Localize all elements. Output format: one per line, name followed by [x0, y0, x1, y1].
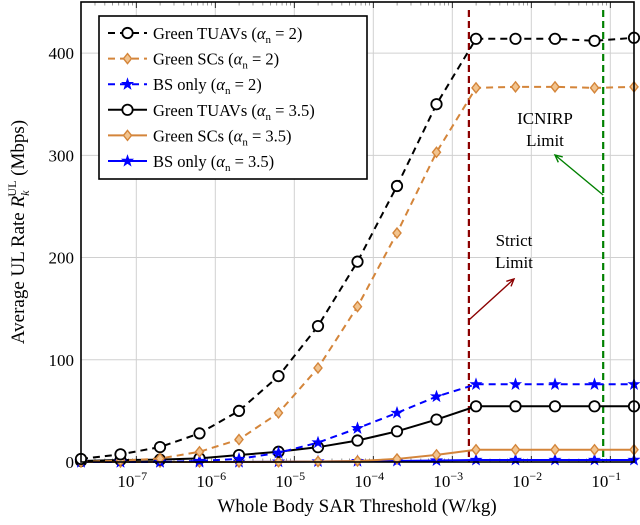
- data-point-diamond: [471, 81, 481, 94]
- icnirp-limit-arrow-head: [553, 153, 563, 163]
- y-tick-label: 300: [49, 146, 75, 165]
- data-point-diamond: [589, 81, 600, 94]
- data-point-star: [271, 445, 286, 459]
- x-tick-label: 10−6: [196, 469, 226, 491]
- data-point-circle: [430, 413, 443, 426]
- data-point-circle: [509, 400, 522, 413]
- legend-entry: Green TUAVs (αn = 2): [108, 24, 302, 46]
- data-point-circle: [351, 434, 364, 447]
- data-point-circle: [153, 440, 167, 454]
- legend-label: Green SCs (αn = 2): [153, 50, 279, 72]
- legend-label: Green TUAVs (αn = 2): [153, 24, 302, 46]
- data-point-diamond: [392, 226, 402, 240]
- data-point-circle: [232, 404, 246, 417]
- data-point-diamond: [352, 454, 363, 468]
- legend-entry: Green TUAVs (αn = 3.5): [108, 101, 315, 123]
- data-point-diamond: [510, 443, 521, 456]
- data-point-star: [311, 435, 325, 449]
- legend-label: Green SCs (αn = 3.5): [153, 126, 292, 148]
- data-point-circle: [588, 400, 601, 413]
- data-point-diamond: [352, 300, 363, 313]
- data-point-circle: [351, 255, 364, 268]
- data-point-diamond: [471, 443, 481, 456]
- legend-entry: BS only (αn = 2): [108, 75, 262, 97]
- strict-limit-arrow-head: [506, 277, 516, 287]
- y-tick-labels: 0 100 200 300 400: [49, 44, 75, 472]
- data-point-star: [390, 405, 404, 419]
- plot-frame: [80, 1, 635, 463]
- x-tick-label: 10−1: [591, 469, 621, 491]
- legend: Green TUAVs (αn = 2) Green SCs (αn = 2) BS…: [98, 15, 368, 180]
- limit-lines: [467, 10, 605, 462]
- legend-marker-star: [120, 77, 135, 90]
- x-axis-label: Whole Body SAR Threshold (W/kg): [217, 496, 496, 517]
- legend-marker-circle: [121, 26, 134, 40]
- icnirp-limit-label: Limit: [526, 131, 564, 150]
- data-point-star: [548, 377, 562, 390]
- data-point-star: [350, 421, 365, 434]
- x-tick-label: 10−5: [275, 469, 305, 491]
- x-tick-labels: 10−7 10−6 10−5 10−4 10−3 10−2 10−1: [117, 469, 621, 491]
- strict-limit-label: Strict: [496, 231, 533, 250]
- legend-label: BS only (αn = 3.5): [153, 152, 274, 174]
- annotations: Strict Limit ICNIRP Limit: [468, 109, 604, 321]
- data-point-circle: [469, 32, 483, 45]
- data-point-diamond: [273, 406, 284, 420]
- data-point-circle: [390, 179, 404, 193]
- y-tick-label: 200: [49, 249, 75, 268]
- data-point-circle: [272, 370, 285, 383]
- data-point-diamond: [155, 452, 165, 465]
- data-point-diamond: [431, 146, 442, 159]
- data-point-circle: [430, 98, 443, 111]
- data-point-star: [192, 454, 207, 467]
- legend-marker-circle: [121, 103, 134, 116]
- x-tick-label: 10−3: [433, 469, 463, 491]
- data-point-circle: [193, 427, 206, 440]
- data-point-diamond: [431, 448, 442, 461]
- strict-limit-arrow: [468, 278, 515, 321]
- data-point-diamond: [510, 80, 521, 93]
- data-point-diamond: [589, 443, 600, 456]
- legend-label: Green TUAVs (αn = 3.5): [153, 101, 315, 123]
- y-tick-label: 0: [66, 453, 75, 472]
- series-line: [80, 405, 634, 462]
- x-tick-label: 10−4: [354, 469, 384, 491]
- data-point-diamond: [313, 361, 323, 375]
- data-point-star: [587, 377, 602, 390]
- x-tick-label: 10−7: [117, 469, 147, 491]
- legend-marker-diamond: [122, 52, 133, 65]
- legend-marker-star: [120, 154, 135, 167]
- series-line: [80, 36, 635, 460]
- data-point-circle: [588, 34, 601, 47]
- y-tick-label: 100: [49, 351, 75, 370]
- data-point-star: [469, 377, 483, 390]
- data-point-circle: [469, 400, 483, 413]
- data-point-circle: [114, 448, 127, 461]
- x-tick-label: 10−2: [512, 469, 542, 491]
- legend-box: [98, 15, 368, 180]
- legend-entry: Green SCs (αn = 2): [108, 50, 279, 72]
- data-point-circle: [390, 425, 404, 438]
- y-tick-label: 400: [49, 44, 75, 63]
- data-point-diamond: [550, 80, 560, 93]
- data-point-circle: [509, 32, 522, 45]
- legend-entry: Green SCs (αn = 3.5): [108, 126, 292, 148]
- data-point-circle: [548, 400, 562, 413]
- legend-entry: BS only (αn = 3.5): [108, 152, 274, 174]
- data-point-circle: [311, 319, 325, 333]
- data-point-diamond: [550, 443, 560, 456]
- data-point-diamond: [194, 445, 205, 458]
- icnirp-limit-arrow: [554, 154, 604, 196]
- strict-limit-label: Limit: [495, 253, 533, 272]
- y-axis-label: Average UL Rate RkUL (Mbps): [5, 120, 32, 344]
- legend-label: BS only (αn = 2): [153, 75, 262, 97]
- icnirp-limit-label: ICNIRP: [517, 109, 573, 128]
- data-point-star: [429, 389, 444, 403]
- data-point-diamond: [234, 433, 244, 446]
- data-point-star: [508, 377, 523, 390]
- data-point-circle: [548, 32, 562, 45]
- legend-marker-diamond: [122, 129, 133, 142]
